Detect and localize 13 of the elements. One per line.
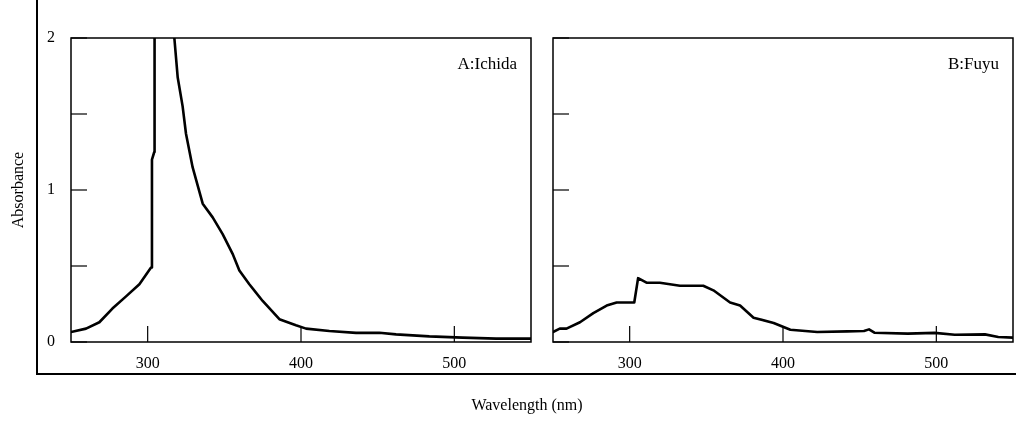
- y-tick-label: 1: [47, 180, 55, 198]
- x-tick-label: 300: [135, 353, 160, 371]
- x-tick-label: 500: [442, 353, 467, 371]
- x-tick-label: 400: [289, 353, 313, 371]
- x-tick-label: 500: [924, 353, 949, 371]
- annotation: B:Fuyu: [947, 53, 1000, 73]
- x-tick-label: 300: [617, 353, 642, 371]
- x-axis-title: Wavelength (nm): [471, 396, 583, 414]
- x-tick-label: 400: [771, 353, 795, 371]
- y-axis-title: Absorbance: [9, 151, 27, 229]
- y-tick-label: 2: [47, 28, 55, 46]
- y-tick-label: 0: [47, 332, 55, 350]
- annotation: A:Ichida: [457, 53, 518, 73]
